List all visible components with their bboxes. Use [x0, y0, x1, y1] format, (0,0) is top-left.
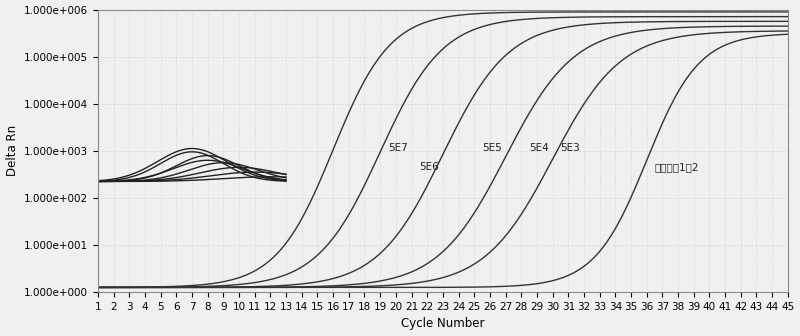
X-axis label: Cycle Number: Cycle Number: [401, 318, 485, 330]
Text: 5E7: 5E7: [388, 143, 408, 153]
Text: 5E4: 5E4: [529, 143, 549, 153]
Text: 阳性标本1，2: 阳性标本1，2: [654, 162, 699, 172]
Text: 5E5: 5E5: [482, 143, 502, 153]
Text: 5E3: 5E3: [561, 143, 580, 153]
Text: 5E6: 5E6: [419, 162, 439, 172]
Y-axis label: Delta Rn: Delta Rn: [6, 125, 18, 176]
